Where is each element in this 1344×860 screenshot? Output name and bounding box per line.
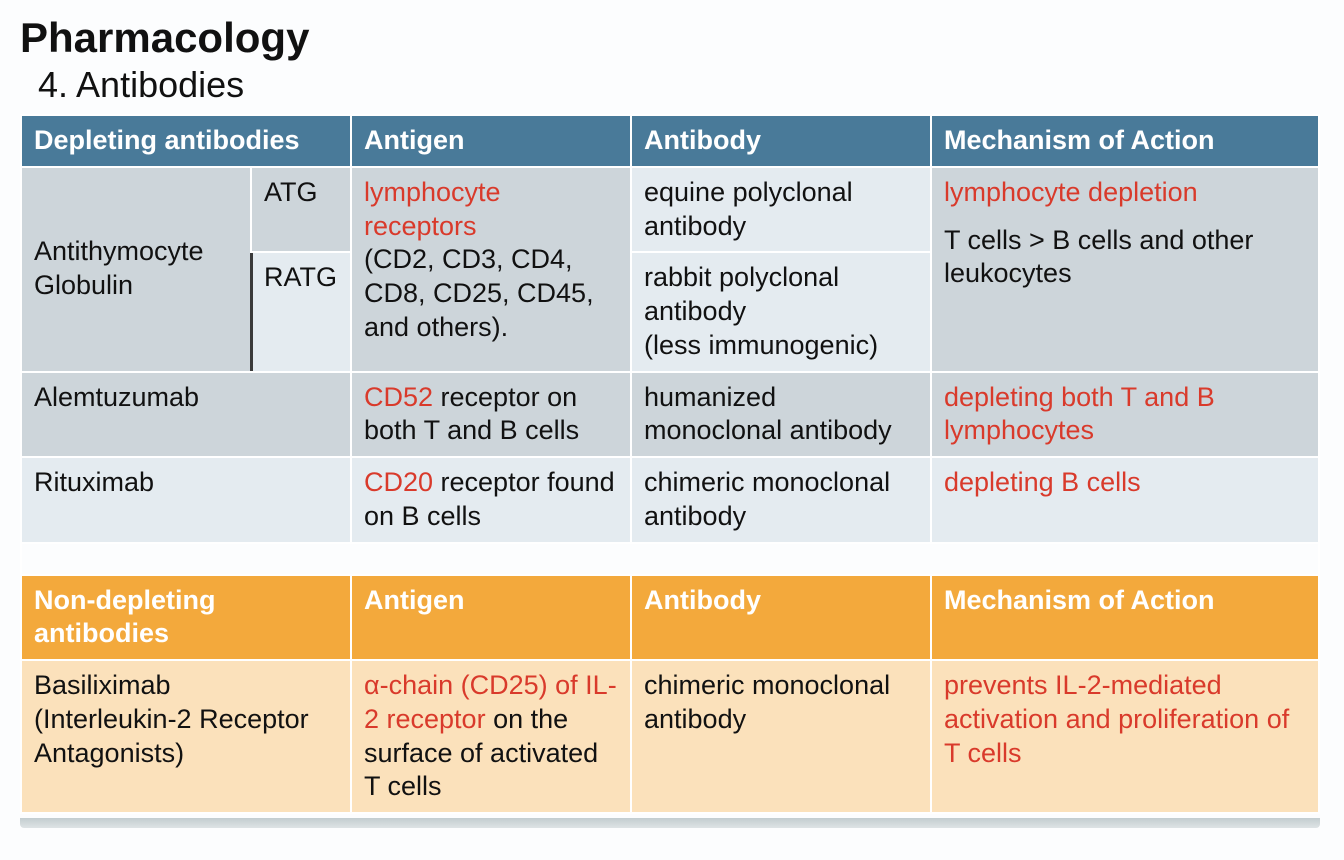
table-shadow xyxy=(20,818,1320,828)
th-antigen: Antigen xyxy=(351,575,631,661)
cell-drug-name: Alemtuzumab xyxy=(21,372,351,458)
highlight-text: CD20 xyxy=(364,467,433,497)
cell-text: rabbit polyclonal antibody xyxy=(644,262,839,326)
th-antigen: Antigen xyxy=(351,115,631,167)
table-row: Alemtuzumab CD52 receptor on both T and … xyxy=(21,372,1319,458)
highlight-text: lymphocyte depletion xyxy=(944,177,1198,207)
cell-text: T cells > B cells and other leukocytes xyxy=(944,225,1253,289)
cell-drug-name: Basiliximab (Interleukin-2 Receptor Anta… xyxy=(21,660,351,813)
cell-mechanism: lymphocyte depletion T cells > B cells a… xyxy=(931,167,1319,372)
highlight-text: depleting both T and B lymphocytes xyxy=(944,382,1215,446)
table-header-row: Non-depleting antibodies Antigen Antibod… xyxy=(21,575,1319,661)
spacer xyxy=(21,543,1319,575)
cell-mechanism: depleting B cells xyxy=(931,457,1319,543)
cell-antibody: chimeric monoclonal antibody xyxy=(631,457,931,543)
cell-antigen: CD52 receptor on both T and B cells xyxy=(351,372,631,458)
highlight-text: lymphocyte receptors xyxy=(364,177,501,241)
depleting-table: Depleting antibodies Antigen Antibody Me… xyxy=(20,114,1320,814)
cell-antigen: α-chain (CD25) of IL-2 receptor on the s… xyxy=(351,660,631,813)
cell-text: (Interleukin-2 Receptor Antagonists) xyxy=(34,704,309,768)
th-mechanism: Mechanism of Action xyxy=(931,115,1319,167)
page-subtitle: 4. Antibodies xyxy=(38,64,1324,106)
cell-mechanism: depleting both T and B lymphocytes xyxy=(931,372,1319,458)
cell-drug-name: Antithymocyte Globulin xyxy=(21,167,251,372)
cell-text: (CD2, CD3, CD4, CD8, CD25, CD45, and oth… xyxy=(364,244,594,342)
cell-antibody: equine polyclonal antibody xyxy=(631,167,931,253)
th-antibody: Antibody xyxy=(631,115,931,167)
cell-drug-name: Rituximab xyxy=(21,457,351,543)
highlight-text: CD52 xyxy=(364,382,433,412)
cell-antigen: lymphocyte receptors (CD2, CD3, CD4, CD8… xyxy=(351,167,631,372)
th-nondepleting: Non-depleting antibodies xyxy=(21,575,351,661)
table-row: Rituximab CD20 receptor found on B cells… xyxy=(21,457,1319,543)
cell-abbr: ATG xyxy=(251,167,351,253)
highlight-text: prevents IL-2-mediated activation and pr… xyxy=(944,670,1289,768)
table-header-row: Depleting antibodies Antigen Antibody Me… xyxy=(21,115,1319,167)
cell-text: (less immunogenic) xyxy=(644,330,878,360)
slide: Pharmacology 4. Antibodies Depleting ant… xyxy=(0,0,1344,828)
cell-mechanism: prevents IL-2-mediated activation and pr… xyxy=(931,660,1319,813)
cell-antibody: humanized monoclonal antibody xyxy=(631,372,931,458)
cell-abbr: RATG xyxy=(251,252,351,371)
cell-antibody: rabbit polyclonal antibody (less immunog… xyxy=(631,252,931,371)
highlight-text: depleting B cells xyxy=(944,467,1141,497)
cell-antigen: CD20 receptor found on B cells xyxy=(351,457,631,543)
th-mechanism: Mechanism of Action xyxy=(931,575,1319,661)
page-title: Pharmacology xyxy=(20,14,1324,62)
th-antibody: Antibody xyxy=(631,575,931,661)
th-depleting: Depleting antibodies xyxy=(21,115,351,167)
cell-text: Basiliximab xyxy=(34,670,171,700)
cell-antibody: chimeric monoclonal antibody xyxy=(631,660,931,813)
table-row: Antithymocyte Globulin ATG lymphocyte re… xyxy=(21,167,1319,253)
table-row: Basiliximab (Interleukin-2 Receptor Anta… xyxy=(21,660,1319,813)
